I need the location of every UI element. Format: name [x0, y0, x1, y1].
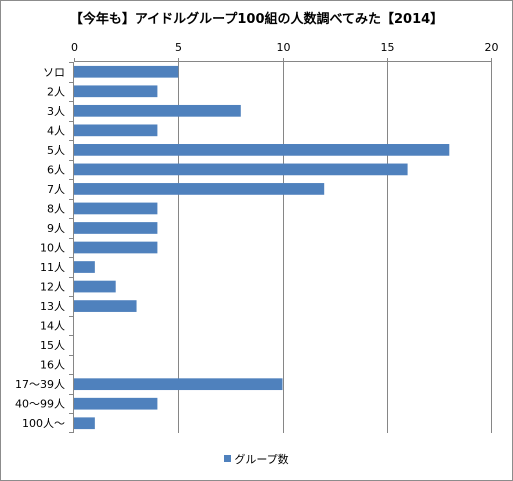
bar-16: [74, 378, 283, 391]
bar-9: [74, 241, 158, 254]
category-label-0: ソロ: [43, 66, 65, 79]
category-labels: ソロ 2人 3人 4人 5人 6人 7人 8人 9人 10人 11人 12人 13人 14人 15人 16人 1…: [15, 66, 65, 430]
bar-10: [74, 261, 95, 273]
bar-5: [74, 163, 408, 176]
category-label-12: 13人: [40, 300, 65, 313]
legend: グループ数: [0, 451, 513, 467]
axes: [69, 58, 492, 433]
gridlines: [178, 62, 492, 433]
x-tick-label-5: 5: [175, 41, 182, 54]
x-tick-label-10: 10: [277, 41, 291, 54]
bars: [74, 65, 450, 430]
bar-6: [74, 183, 325, 195]
x-tick-label-15: 15: [381, 41, 395, 54]
bar-8: [74, 222, 158, 234]
category-label-7: 8人: [47, 202, 65, 215]
category-label-5: 6人: [47, 163, 65, 176]
category-label-17: 40〜99人: [15, 398, 65, 411]
bar-2: [74, 104, 241, 117]
category-label-6: 7人: [47, 183, 65, 196]
category-label-4: 5人: [47, 144, 65, 157]
bar-18: [74, 417, 95, 430]
bar-11: [74, 280, 116, 293]
legend-swatch: [224, 455, 232, 462]
x-tick-label-0: 0: [71, 41, 78, 54]
bar-0: [74, 65, 179, 78]
category-label-15: 16人: [40, 359, 65, 372]
x-tick-label-20: 20: [485, 41, 499, 54]
bar-17: [74, 397, 158, 410]
bar-1: [74, 85, 158, 98]
category-label-10: 11人: [40, 261, 65, 274]
category-label-11: 12人: [40, 281, 65, 294]
category-label-14: 15人: [40, 339, 65, 352]
bar-12: [74, 300, 137, 312]
category-label-13: 14人: [40, 320, 65, 333]
category-label-1: 2人: [47, 85, 65, 98]
chart-title: 【今年も】アイドルグループ100組の人数調べてみた【2014】: [69, 12, 444, 27]
legend-label: グループ数: [234, 453, 289, 466]
category-label-9: 10人: [40, 242, 65, 255]
bar-7: [74, 202, 158, 215]
bar-3: [74, 124, 158, 137]
category-label-3: 4人: [47, 124, 65, 137]
category-label-18: 100人〜: [22, 417, 65, 430]
bar-4: [74, 144, 450, 156]
category-label-2: 3人: [47, 105, 65, 118]
category-label-8: 9人: [47, 222, 65, 235]
x-tick-labels: 0 5 10 15 20: [71, 41, 499, 54]
category-label-16: 17〜39人: [15, 378, 65, 391]
